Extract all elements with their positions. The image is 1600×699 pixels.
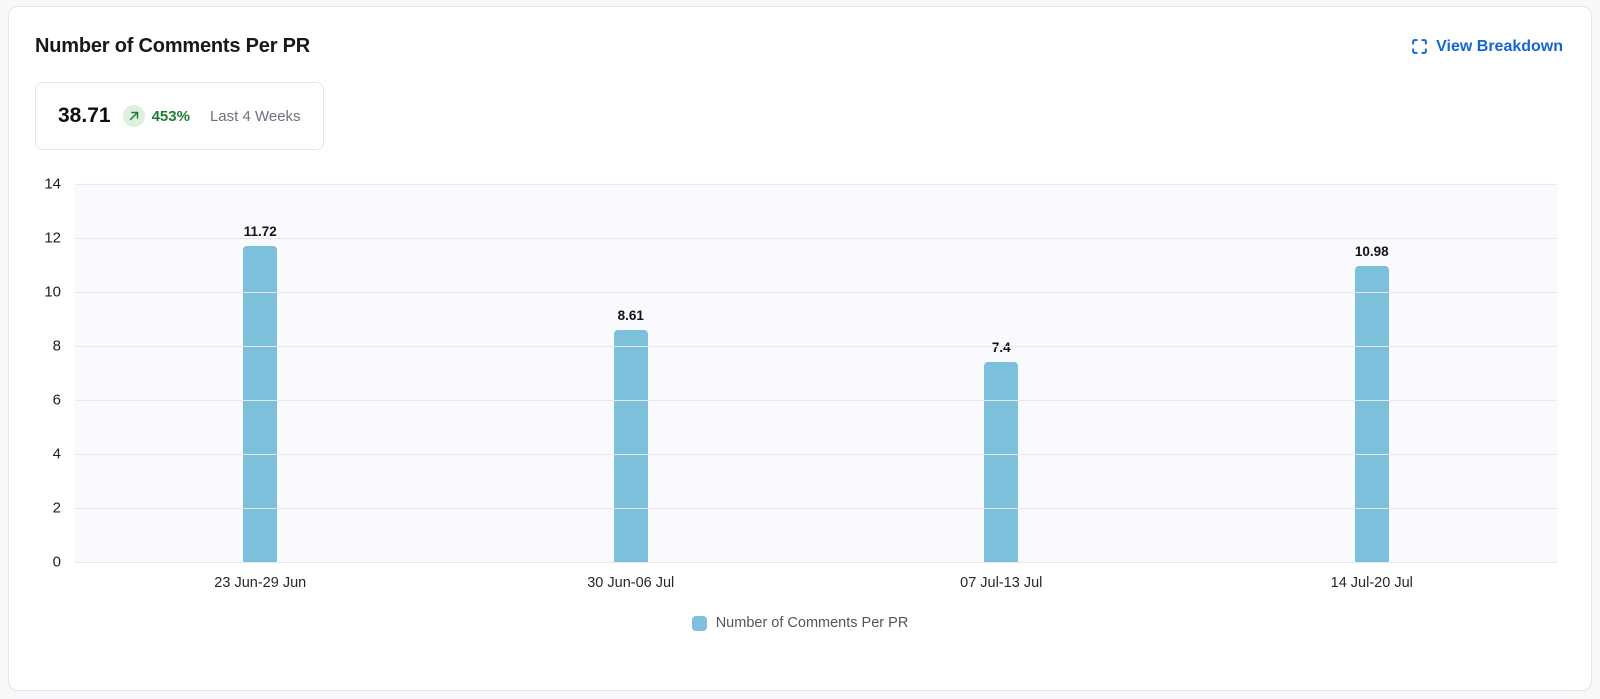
stat-period-label: Last 4 Weeks <box>209 107 301 125</box>
x-axis-label: 30 Jun-06 Jul <box>587 575 675 591</box>
y-axis: 0 2 4 6 8 10 12 14 <box>9 176 75 571</box>
y-tick-label: 0 <box>52 553 61 571</box>
bars-row: 11.72 8.61 7.4 10.98 <box>75 184 1557 562</box>
legend-label: Number of Comments Per PR <box>715 615 909 631</box>
bar-cell: 10.98 <box>1187 184 1558 562</box>
x-axis-labels: 23 Jun-29 Jun 30 Jun-06 Jul 07 Jul-13 Jul 1… <box>75 575 1557 591</box>
y-tick-label: 4 <box>52 445 61 463</box>
bar-chart: 0 2 4 6 8 10 12 14 11.72 8.61 7.4 10.98 <box>9 176 1591 571</box>
plot-area: 11.72 8.61 7.4 10.98 <box>75 184 1557 563</box>
legend-swatch <box>691 615 707 631</box>
bar-value-label: 8.61 <box>617 307 644 323</box>
x-axis-label: 07 Jul-13 Jul <box>960 575 1043 591</box>
gridline <box>75 238 1557 239</box>
gridline <box>75 400 1557 401</box>
x-axis-label: 23 Jun-29 Jun <box>214 575 307 591</box>
y-tick-label: 12 <box>44 229 61 247</box>
trend-up-badge <box>122 105 145 127</box>
bar[interactable] <box>243 245 278 562</box>
bar[interactable] <box>1354 265 1389 562</box>
view-breakdown-label: View Breakdown <box>1436 37 1563 55</box>
arrow-up-right-icon <box>128 110 140 122</box>
bar-cell: 7.4 <box>816 184 1187 562</box>
gridline <box>75 508 1557 509</box>
y-tick-label: 14 <box>44 175 61 193</box>
bar-value-label: 11.72 <box>243 223 277 239</box>
card-header: Number of Comments Per PR View Breakdown <box>9 7 1591 58</box>
bar-value-label: 7.4 <box>991 340 1011 356</box>
gridline <box>75 184 1557 185</box>
x-axis-label: 14 Jul-20 Jul <box>1330 575 1413 591</box>
bar-cell: 8.61 <box>446 184 817 562</box>
gridline <box>75 562 1557 563</box>
bar[interactable] <box>984 362 1019 562</box>
gridline <box>75 454 1557 455</box>
chart-legend: Number of Comments Per PR <box>9 615 1591 631</box>
bar-cell: 11.72 <box>75 184 446 562</box>
view-breakdown-button[interactable]: View Breakdown <box>1411 38 1563 56</box>
expand-icon <box>1411 38 1428 55</box>
gridline <box>75 346 1557 347</box>
gridline <box>75 292 1557 293</box>
chart-card: Number of Comments Per PR View Breakdown… <box>8 6 1592 691</box>
bar[interactable] <box>613 329 648 562</box>
stat-change-percent: 453% <box>151 107 190 125</box>
page-title: Number of Comments Per PR <box>35 35 311 57</box>
bar-value-label: 10.98 <box>1354 243 1389 259</box>
y-tick-label: 8 <box>52 337 61 355</box>
y-tick-label: 10 <box>44 283 61 301</box>
y-tick-label: 2 <box>52 499 61 517</box>
y-tick-label: 6 <box>52 391 61 409</box>
stat-summary-box: 38.71 453% Last 4 Weeks <box>35 82 324 150</box>
stat-value: 38.71 <box>58 104 111 127</box>
